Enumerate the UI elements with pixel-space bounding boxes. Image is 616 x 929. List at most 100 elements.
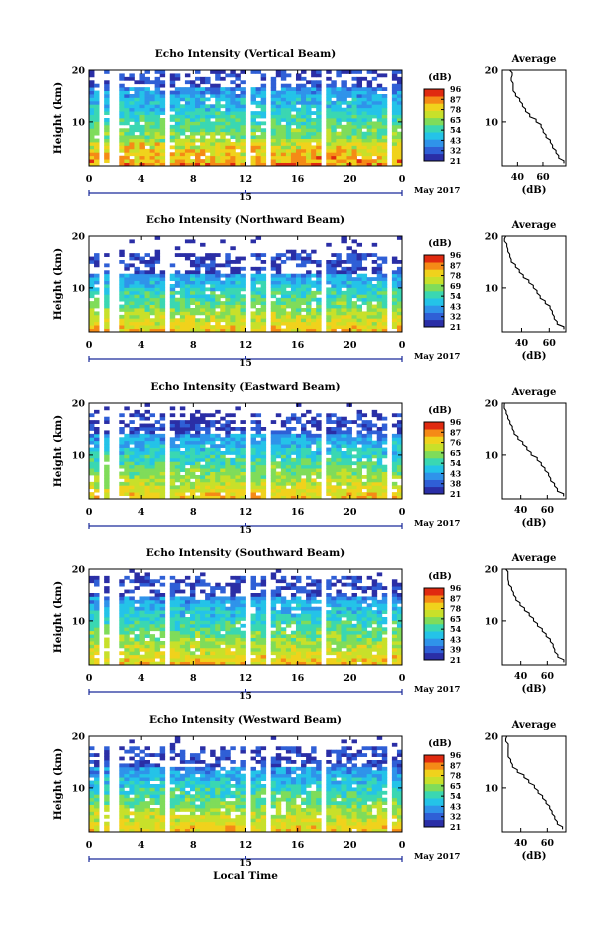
heatmap-cell	[189, 121, 196, 126]
heatmap-cell	[94, 124, 100, 129]
heatmap-cell	[285, 314, 292, 319]
heatmap-cell	[290, 416, 297, 421]
heatmap-cell	[215, 606, 221, 611]
heatmap-cell	[336, 447, 342, 452]
heatmap-cell	[139, 148, 145, 153]
heatmap-cell	[119, 413, 125, 418]
heatmap-cell	[371, 308, 378, 312]
heatmap-cell	[230, 107, 236, 112]
heatmap-cell	[240, 644, 246, 649]
heatmap-cell	[396, 468, 403, 472]
heatmap-cell	[306, 311, 312, 316]
heatmap-cell	[285, 297, 292, 302]
heatmap-cell	[169, 131, 176, 136]
heatmap-cell	[290, 617, 297, 621]
heatmap-cell	[376, 606, 383, 611]
heatmap-cell	[119, 260, 125, 264]
heatmap-cell	[311, 73, 317, 78]
heatmap-cell	[205, 266, 211, 271]
heatmap-cell	[159, 111, 166, 115]
heatmap-cell	[361, 454, 368, 459]
heatmap-cell	[159, 148, 166, 153]
heatmap-cell	[134, 270, 140, 275]
heatmap-cell	[119, 599, 125, 604]
heatmap-cell	[129, 308, 135, 312]
heatmap-cell	[275, 644, 282, 649]
heatmap-cell	[89, 647, 95, 652]
heatmap-cell	[144, 142, 150, 146]
heatmap-cell	[366, 311, 373, 316]
heatmap-cell	[89, 273, 95, 278]
heatmap-cell	[366, 647, 373, 652]
heatmap-cell	[336, 437, 342, 442]
heatmap-cell	[366, 304, 373, 309]
heatmap-cell	[331, 620, 337, 625]
heatmap-cell	[230, 447, 236, 452]
heatmap-cell	[124, 596, 130, 601]
heatmap-cell	[371, 294, 378, 299]
heatmap-cell	[220, 138, 226, 143]
heatmap-cell	[356, 318, 363, 323]
heatmap-cell	[361, 606, 368, 611]
heatmap-cell	[154, 273, 161, 278]
heatmap-cell	[174, 433, 181, 438]
heatmap-cell	[210, 464, 216, 469]
heatmap-cell	[184, 575, 191, 580]
heatmap-cell	[250, 159, 256, 163]
heatmap-cell	[220, 623, 226, 628]
heatmap-cell	[240, 80, 246, 85]
heatmap-cell	[195, 162, 201, 167]
heatmap-cell	[169, 159, 176, 163]
heatmap-cell	[215, 114, 221, 119]
heatmap-cell	[280, 294, 287, 299]
heatmap-cell	[94, 430, 100, 435]
heatmap-cell	[295, 325, 302, 329]
heatmap-cells	[89, 236, 403, 333]
heatmap-cell	[260, 596, 267, 601]
heatmap-cell	[149, 308, 156, 312]
heatmap-cell	[301, 249, 307, 254]
heatmap-cell	[391, 87, 398, 91]
heatmap-cell	[225, 280, 231, 285]
heatmap-cell	[195, 437, 201, 442]
heatmap-cell	[260, 321, 267, 326]
heatmap-cell	[290, 131, 297, 136]
heatmap-cell	[159, 610, 166, 614]
heatmap-cell	[235, 651, 241, 656]
heatmap-cell	[205, 478, 211, 483]
heatmap-cell	[331, 627, 337, 632]
heatmap-cell	[346, 447, 352, 452]
heatmap-cell	[275, 314, 282, 319]
heatmap-cell	[240, 104, 246, 109]
heatmap-cell	[119, 314, 125, 319]
heatmap-cell	[225, 447, 231, 452]
heatmap-cell	[356, 100, 363, 105]
heatmap-cell	[154, 620, 161, 625]
heatmap-cell	[301, 256, 307, 261]
heatmap-cell	[290, 159, 297, 163]
heatmap-cell	[356, 111, 363, 115]
heatmap-cell	[301, 589, 307, 594]
heatmap-cell	[336, 142, 342, 146]
heatmap-cell	[154, 138, 161, 143]
heatmap-cell	[260, 87, 267, 91]
heatmap-cell	[119, 83, 125, 88]
heatmap-cell	[134, 451, 140, 455]
heatmap-cell	[316, 280, 322, 285]
heatmap-cell	[356, 495, 363, 500]
heatmap-cell	[154, 495, 161, 500]
heatmap-cell	[205, 627, 211, 632]
heatmap-cell	[94, 658, 100, 662]
heatmap-cell	[391, 606, 398, 611]
heatmap-cell	[255, 596, 262, 601]
heatmap-cell	[250, 641, 256, 645]
heatmap-cell	[331, 284, 337, 288]
heatmap-cell	[174, 451, 181, 455]
heatmap-cell	[275, 430, 282, 435]
heatmap-cell	[195, 277, 201, 281]
heatmap-cell	[104, 121, 110, 126]
heatmap-cell	[371, 138, 378, 143]
heatmap-cell	[316, 468, 322, 472]
heatmap-cell	[139, 256, 145, 261]
heatmap-cell	[301, 495, 307, 500]
